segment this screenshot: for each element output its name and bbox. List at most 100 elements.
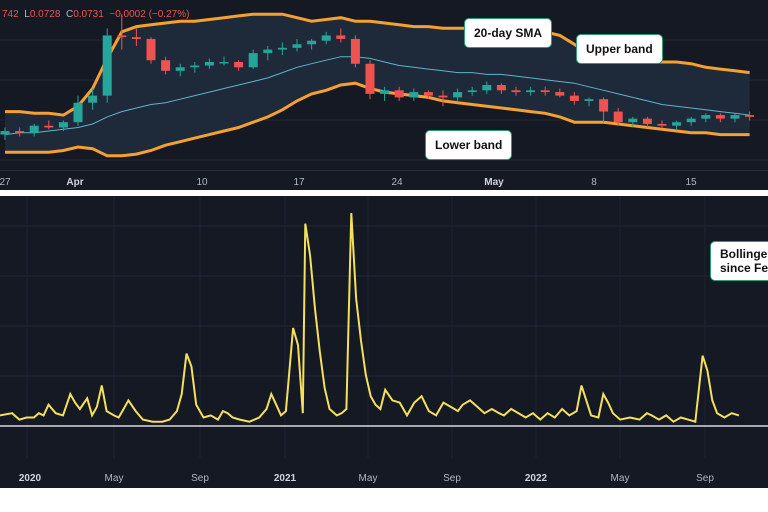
- x-tick-label: Apr: [66, 177, 83, 188]
- candle-body: [307, 40, 317, 45]
- candle: [467, 86, 477, 96]
- candle: [307, 38, 317, 50]
- candle: [496, 83, 506, 94]
- candle: [190, 61, 200, 73]
- bandwidth-chart-panel[interactable]: 2020 May Sep 2021 May Sep 2022 May Sep Bollinge …: [0, 196, 768, 488]
- candle-body: [102, 35, 112, 96]
- candle: [117, 14, 127, 50]
- candle: [44, 120, 54, 130]
- callout-bollinger: Bollinge since Fe: [710, 241, 768, 281]
- candle-body: [365, 63, 375, 94]
- legend-close-value: 0.0731: [73, 9, 104, 20]
- candle-body: [263, 49, 273, 54]
- candle: [73, 95, 83, 126]
- candle: [423, 90, 433, 100]
- candle-body: [394, 90, 404, 98]
- candle: [642, 116, 652, 128]
- sma-line: [4, 56, 750, 136]
- candle-body: [745, 115, 755, 117]
- candle: [204, 58, 214, 70]
- candle-body: [219, 61, 229, 64]
- x-tick-label: May: [611, 473, 630, 484]
- candle: [730, 113, 740, 123]
- candle: [336, 28, 346, 43]
- candle: [540, 86, 550, 96]
- candle: [657, 120, 667, 128]
- x-axis-ticks: 27 Apr 10 17 24 May 8 15: [0, 177, 697, 188]
- candle-body: [117, 35, 127, 38]
- candle: [438, 90, 448, 107]
- callout-sma: 20-day SMA: [464, 18, 553, 48]
- candle-body: [628, 118, 638, 123]
- candle-body: [511, 90, 521, 93]
- legend-low-label: L: [24, 9, 30, 20]
- candle: [0, 127, 10, 140]
- candle-body: [204, 61, 214, 66]
- x-tick-label: May: [484, 177, 504, 188]
- candle: [277, 42, 287, 55]
- candle: [599, 97, 609, 123]
- candle: [555, 88, 565, 98]
- price-chart-svg: 27 Apr 10 17 24 May 8 15: [0, 12, 768, 188]
- callout-upper-band: Upper band: [576, 34, 663, 64]
- candle-body: [336, 35, 346, 39]
- candle-body: [190, 65, 200, 68]
- candle: [745, 111, 755, 121]
- candle: [701, 113, 711, 123]
- x-tick-label: May: [105, 473, 124, 484]
- candle: [131, 28, 141, 47]
- x-tick-label: Sep: [443, 473, 461, 484]
- candle: [453, 88, 463, 101]
- candle: [569, 92, 579, 105]
- x-tick-label: 10: [196, 177, 208, 188]
- candle-body: [29, 125, 39, 133]
- candle-body: [672, 122, 682, 126]
- candle-body: [161, 60, 171, 71]
- ohlc-legend: 742 L0.0728 C0.0731 −0.0002 (−0.27%): [2, 9, 189, 20]
- candle: [394, 86, 404, 101]
- candle: [380, 86, 390, 101]
- candle-body: [44, 125, 54, 128]
- candle-body: [423, 92, 433, 96]
- price-chart-panel[interactable]: 27 Apr 10 17 24 May 8 15 742 L0.0728 C0.0731 −0…: [0, 0, 768, 190]
- candle: [234, 60, 244, 71]
- candle-body: [701, 115, 711, 119]
- candle: [29, 123, 39, 137]
- candle: [263, 46, 273, 61]
- band-fill: [5, 14, 750, 156]
- candle: [613, 108, 623, 126]
- x-tick-label: 2020: [19, 473, 42, 484]
- candle-body: [292, 44, 302, 48]
- x-tick-label: 27: [0, 177, 11, 188]
- candle-body: [58, 122, 68, 128]
- candle-body: [540, 90, 550, 93]
- candle: [292, 38, 302, 52]
- bandwidth-chart-svg: 2020 May Sep 2021 May Sep 2022 May Sep: [0, 196, 768, 484]
- candle: [365, 60, 375, 100]
- candle: [58, 120, 68, 132]
- x-tick-label: 15: [685, 177, 697, 188]
- candle: [409, 88, 419, 101]
- callout-bollinger-line2: since Fe: [720, 261, 768, 275]
- x-tick-label: 24: [391, 177, 403, 188]
- legend-change: −0.0002 (−0.27%): [109, 9, 190, 20]
- candle-body: [88, 95, 98, 103]
- candle-body: [277, 47, 287, 50]
- candle-body: [73, 102, 83, 123]
- candle: [146, 37, 156, 64]
- candle-body: [380, 90, 390, 94]
- candle: [219, 56, 229, 66]
- x-tick-label: 2021: [274, 473, 297, 484]
- candle-body: [453, 92, 463, 98]
- candle: [321, 31, 331, 45]
- candle: [161, 56, 171, 75]
- candle-body: [409, 92, 419, 98]
- candle: [526, 86, 536, 96]
- candle-body: [467, 90, 477, 93]
- candle: [88, 88, 98, 110]
- candle: [715, 113, 725, 123]
- candle: [672, 120, 682, 130]
- candle: [350, 35, 360, 68]
- candle: [482, 81, 492, 94]
- x-tick-label: Sep: [191, 473, 209, 484]
